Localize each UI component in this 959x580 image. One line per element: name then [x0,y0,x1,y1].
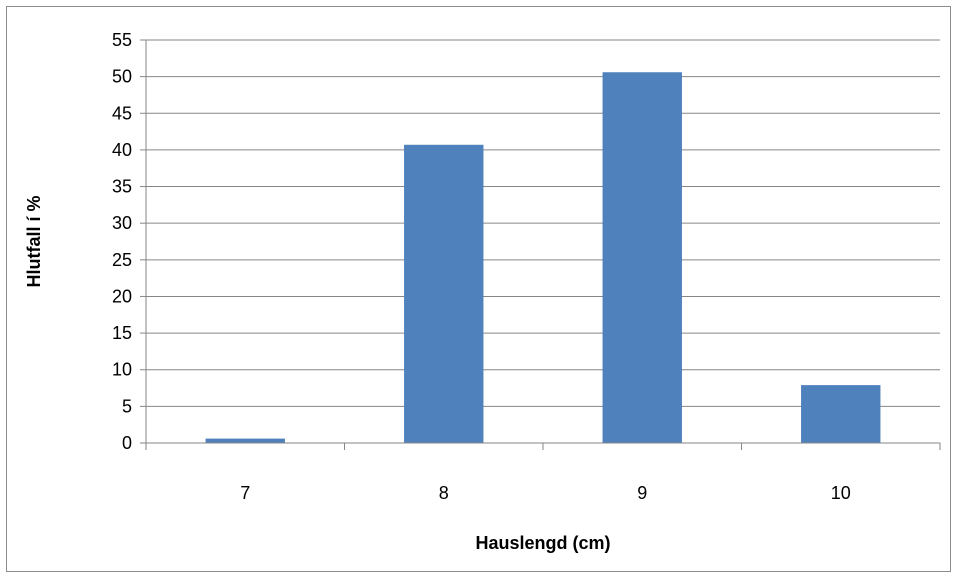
x-tick-label: 9 [637,483,647,503]
y-tick-label: 35 [112,177,132,197]
y-tick-label: 20 [112,286,132,306]
y-tick-label: 25 [112,250,132,270]
x-tick-label: 10 [831,483,851,503]
y-tick-label: 55 [112,30,132,50]
bar-9 [602,72,682,444]
y-tick-label: 50 [112,67,132,87]
y-tick-label: 30 [112,213,132,233]
bar-10 [801,385,881,443]
bars [205,72,881,444]
x-axis-title: Hauslengd (cm) [475,533,610,553]
y-tick-labels: 0 5 10 15 20 25 30 35 40 45 50 55 [112,30,132,453]
gridlines [146,39,940,407]
x-tick-label: 8 [439,483,449,503]
y-tick-label: 10 [112,360,132,380]
x-tick-labels: 7 8 9 10 [240,483,851,503]
bar-7 [205,438,285,443]
y-tick-label: 45 [112,103,132,123]
y-tick-label: 15 [112,323,132,343]
bar-8 [404,144,484,443]
y-tick-label: 40 [112,140,132,160]
y-axis-title: Hlutfall í % [24,195,44,287]
y-tick-label: 5 [122,396,132,416]
x-tick-label: 7 [240,483,250,503]
y-tick-label: 0 [122,433,132,453]
axes [140,39,941,450]
